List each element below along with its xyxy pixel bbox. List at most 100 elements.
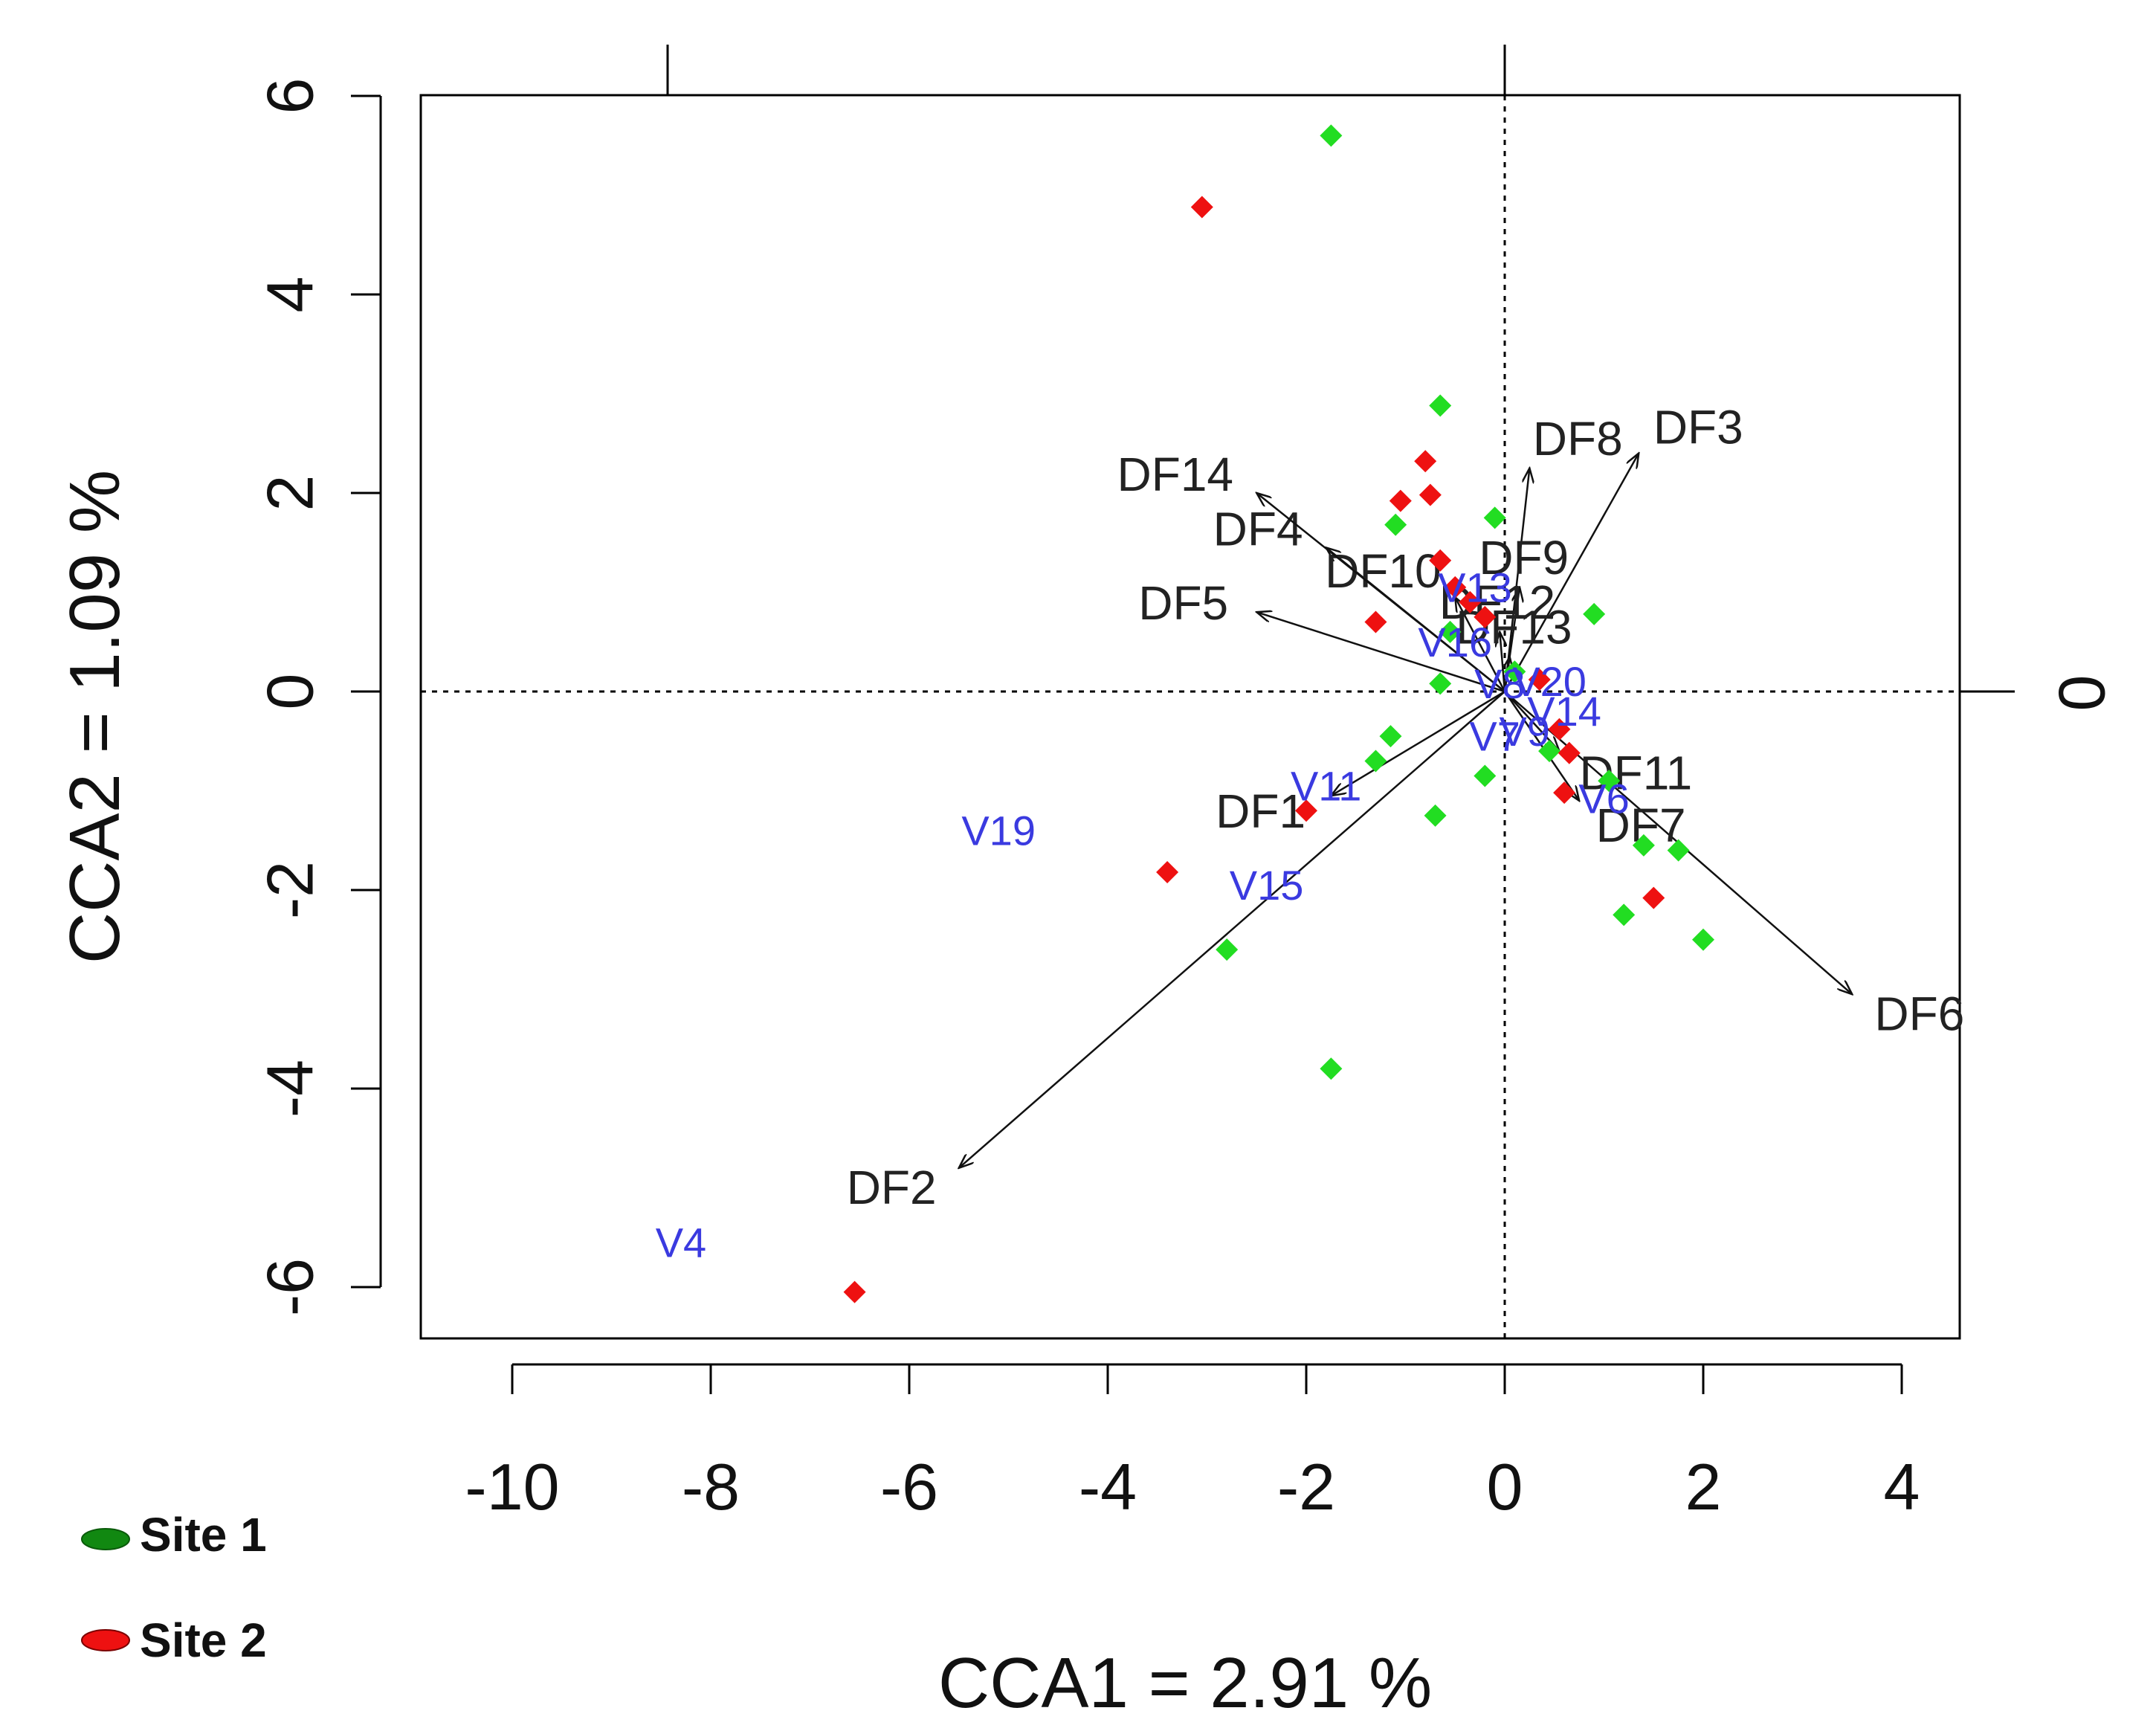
- data-point-site-1: [1692, 928, 1714, 951]
- x-tick-label: -4: [1079, 1450, 1137, 1524]
- x-tick-label: 0: [1487, 1450, 1523, 1524]
- data-point-site-2: [1558, 741, 1581, 764]
- vector-arrows: DF1DF2DF3DF4DF5DF6DF7DF8DF9DF10DF11DF12D…: [847, 401, 1965, 1214]
- site-points: [843, 124, 1714, 1303]
- legend-label-site-2: Site 2: [140, 1614, 267, 1667]
- vector-label: DF14: [1117, 448, 1234, 501]
- variable-label: V9: [1499, 708, 1550, 755]
- vector-arrow: [1503, 691, 1579, 801]
- y-tick-label: -6: [254, 1258, 327, 1316]
- variable-label: V13: [1438, 564, 1512, 610]
- vector-label: DF11: [1579, 747, 1692, 800]
- vector-label: DF3: [1653, 401, 1743, 454]
- right-axis-label: 0: [2045, 675, 2119, 712]
- data-point-site-2: [1295, 799, 1317, 822]
- data-point-site-1: [1320, 124, 1343, 147]
- data-point-site-2: [1459, 590, 1482, 613]
- variable-label: V11: [1291, 762, 1361, 809]
- y-tick-label: 6: [254, 78, 327, 115]
- vector-label: DF6: [1874, 987, 1964, 1040]
- data-point-site-1: [1364, 750, 1387, 773]
- vector-arrow: [959, 691, 1505, 1168]
- legend-item-site-2: Site 2: [81, 1614, 267, 1667]
- data-point-site-2: [1414, 450, 1437, 473]
- vector-arrow: [1503, 454, 1639, 692]
- x-tick-label: 2: [1685, 1450, 1722, 1524]
- data-point-site-2: [1364, 610, 1387, 634]
- data-point-site-1: [1424, 804, 1447, 827]
- data-point-site-2: [1429, 549, 1452, 572]
- vector-label: DF9: [1479, 531, 1569, 584]
- vector-label: DF1: [1216, 784, 1305, 838]
- y-axis-title: CCA2 = 1.09 %: [55, 470, 135, 964]
- legend-swatch-site-1: [81, 1528, 130, 1550]
- data-point-site-2: [1190, 196, 1213, 219]
- variable-label: V16: [1418, 619, 1492, 665]
- legend-label-site-1: Site 1: [140, 1508, 267, 1561]
- variable-label: V8: [1474, 660, 1526, 707]
- data-point-site-1: [1483, 506, 1506, 529]
- data-point-site-2: [1156, 860, 1179, 883]
- variable-label: V7: [1469, 713, 1520, 760]
- x-axis: -10 -8 -6 -4 -2 0 2 4: [465, 1363, 1920, 1524]
- x-tick-label: -6: [880, 1450, 938, 1524]
- data-point-site-1: [1429, 672, 1452, 695]
- plot-frame: [419, 94, 1961, 1340]
- variable-label: V4: [656, 1219, 707, 1266]
- data-point-site-2: [1418, 483, 1442, 506]
- variable-label: V15: [1230, 862, 1304, 909]
- legend-swatch-site-2: [81, 1629, 130, 1651]
- y-tick-label: -4: [254, 1060, 327, 1118]
- y-axis: -6 -4 -2 0 2 4 6: [254, 78, 382, 1316]
- x-tick-label: -10: [465, 1450, 559, 1524]
- x-axis-title: CCA1 = 2.91 %: [938, 1643, 1432, 1723]
- vector-arrow: [1331, 690, 1505, 796]
- data-point-site-2: [843, 1280, 866, 1303]
- vector-label: DF13: [1456, 601, 1572, 654]
- data-point-site-2: [1389, 489, 1412, 512]
- data-point-site-2: [1642, 886, 1665, 909]
- data-point-site-1: [1583, 602, 1606, 625]
- data-point-site-1: [1503, 660, 1526, 683]
- data-point-site-2: [1548, 718, 1571, 741]
- variable-label: V19: [961, 807, 1036, 854]
- legend-item-site-1: Site 1: [81, 1508, 267, 1561]
- vector-label: DF10: [1325, 544, 1442, 598]
- variable-label: V14: [1527, 688, 1601, 735]
- vector-label: DF4: [1213, 502, 1303, 555]
- data-point-site-2: [1553, 781, 1576, 805]
- data-point-site-2: [1528, 668, 1551, 691]
- vector-arrow: [1256, 612, 1505, 693]
- x-tick-label: 4: [1884, 1450, 1920, 1524]
- vector-arrow: [1503, 468, 1529, 692]
- data-point-site-1: [1320, 1057, 1343, 1080]
- data-point-site-2: [1474, 605, 1497, 628]
- vector-label: DF8: [1533, 412, 1623, 465]
- y-tick-label: 4: [254, 277, 327, 313]
- data-point-site-1: [1384, 513, 1407, 536]
- x-tick-label: -2: [1277, 1450, 1335, 1524]
- data-point-site-1: [1439, 620, 1462, 643]
- variable-label: V20: [1512, 658, 1587, 705]
- data-point-site-2: [1444, 576, 1467, 599]
- data-point-site-1: [1429, 394, 1452, 417]
- data-point-site-1: [1538, 740, 1561, 763]
- vector-arrow: [1455, 597, 1506, 692]
- data-point-site-1: [1632, 834, 1655, 857]
- data-point-site-1: [1216, 938, 1239, 961]
- y-tick-label: -2: [254, 861, 327, 919]
- x-tick-label: -8: [682, 1450, 740, 1524]
- data-point-site-1: [1379, 725, 1402, 748]
- y-tick-label: 2: [254, 475, 327, 512]
- vector-label: DF2: [847, 1161, 937, 1214]
- data-point-site-1: [1667, 839, 1690, 862]
- variable-label: V6: [1578, 776, 1630, 822]
- data-point-site-1: [1598, 770, 1621, 793]
- vector-arrow: [1256, 493, 1505, 692]
- legend: Site 1 Site 2: [81, 1508, 267, 1667]
- vector-label: DF5: [1138, 576, 1228, 630]
- data-point-site-1: [1474, 764, 1497, 787]
- data-point-site-1: [1613, 903, 1636, 926]
